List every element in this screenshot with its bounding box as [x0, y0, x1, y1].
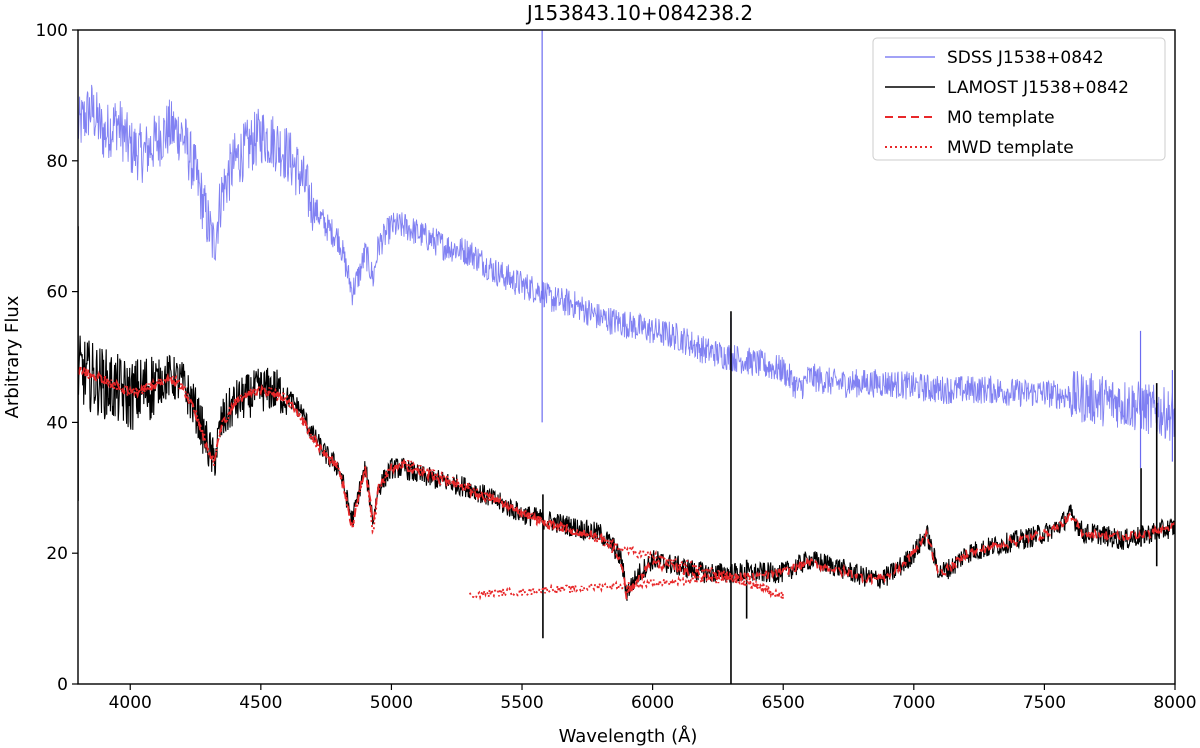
- y-axis-label: Arbitrary Flux: [2, 295, 23, 418]
- y-tick-label: 20: [46, 544, 68, 564]
- legend-box: [872, 37, 1166, 161]
- y-tick-label: 60: [46, 283, 68, 303]
- chart-title: J153843.10+084238.2: [525, 1, 753, 25]
- x-tick-label: 6500: [762, 693, 805, 713]
- plot-frame: [77, 29, 1176, 685]
- y-tick-label: 100: [36, 21, 68, 41]
- x-tick-label: 7000: [892, 693, 935, 713]
- x-tick-label: 5500: [500, 693, 543, 713]
- series-line-1: [78, 84, 1175, 441]
- legend-label: SDSS J1538+0842: [947, 48, 1104, 68]
- series-line-4: [78, 365, 785, 600]
- x-tick-label: 6000: [631, 693, 674, 713]
- series-line-4-segment: [468, 573, 785, 601]
- x-axis-label: Wavelength (Å): [559, 725, 698, 747]
- x-axis: 4000 4500 5000 5500 6000 6500 7000 7500 8000: [109, 684, 1197, 713]
- series-line-2: [78, 335, 1175, 601]
- y-tick-label: 40: [46, 413, 68, 433]
- y-tick-label: 80: [46, 152, 68, 172]
- legend-label: MWD template: [947, 138, 1074, 158]
- legend: SDSS J1538+0842 LAMOST J1538+0842 M0 templ…: [872, 37, 1166, 161]
- y-axis: 0 20 40 60 80 100: [36, 21, 78, 695]
- series-line-3: [78, 366, 1175, 600]
- plot-area: [78, 30, 1175, 684]
- x-tick-label: 5000: [370, 693, 413, 713]
- legend-label: LAMOST J1538+0842: [947, 78, 1129, 98]
- x-tick-label: 4500: [239, 693, 282, 713]
- x-tick-label: 4000: [109, 693, 152, 713]
- legend-label: M0 template: [947, 108, 1055, 128]
- x-tick-label: 7500: [1023, 693, 1066, 713]
- y-tick-label: 0: [57, 675, 68, 695]
- x-tick-label: 8000: [1153, 693, 1196, 713]
